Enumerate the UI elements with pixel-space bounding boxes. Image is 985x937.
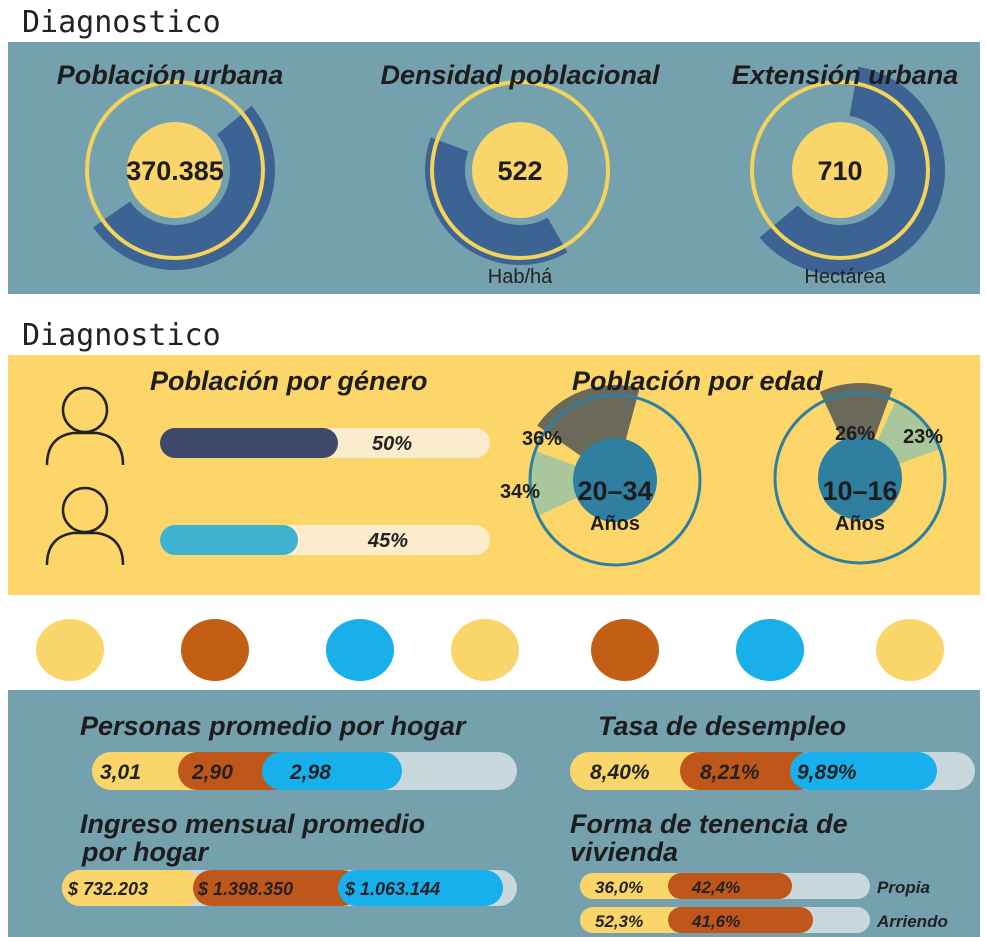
value-label: Arriendo bbox=[876, 912, 948, 931]
section-title: vivienda bbox=[570, 837, 678, 867]
section-title: Población por edad bbox=[572, 366, 823, 396]
card-title: Extensión urbana bbox=[732, 60, 959, 90]
value-label: 36,0% bbox=[595, 878, 643, 897]
section-title: Forma de tenencia de bbox=[570, 809, 848, 839]
value-label: 2,90 bbox=[191, 761, 233, 784]
share-label: 36% bbox=[522, 428, 562, 450]
age-unit: Años bbox=[590, 513, 640, 535]
bar-label: 50% bbox=[372, 433, 412, 455]
card-value: 522 bbox=[497, 156, 542, 186]
share-label: 34% bbox=[500, 481, 540, 503]
value-label: $ 1.398.350 bbox=[197, 879, 293, 899]
age-unit: Años bbox=[835, 513, 885, 535]
value-label: 9,89% bbox=[797, 761, 857, 784]
heading: Diagnostico bbox=[22, 318, 221, 353]
share-label: 26% bbox=[835, 423, 875, 445]
bar bbox=[160, 525, 298, 555]
card-value: 710 bbox=[817, 156, 862, 186]
card-unit: Hectárea bbox=[804, 266, 886, 288]
dot bbox=[591, 619, 659, 681]
value-label: 52,3% bbox=[595, 912, 643, 931]
dot bbox=[181, 619, 249, 681]
value-label: $ 732.203 bbox=[67, 879, 148, 899]
dot bbox=[326, 619, 394, 681]
value-label: Propia bbox=[877, 878, 930, 897]
section-title: Personas promedio por hogar bbox=[80, 711, 467, 741]
value-label: 2,98 bbox=[289, 761, 331, 784]
infographic: Diagnostico Población urbana Densidad po… bbox=[0, 0, 985, 937]
section-title: por hogar bbox=[81, 837, 209, 867]
value-label: 3,01 bbox=[100, 761, 141, 784]
section-title: Tasa de desempleo bbox=[598, 711, 846, 741]
card-unit: Hab/há bbox=[488, 266, 553, 288]
section-title: Población por género bbox=[150, 366, 428, 396]
age-range: 20–34 bbox=[577, 476, 652, 506]
card-title: Densidad poblacional bbox=[380, 60, 660, 90]
bar bbox=[262, 752, 402, 790]
age-range: 10–16 bbox=[822, 476, 897, 506]
dot bbox=[451, 619, 519, 681]
value-label: 42,4% bbox=[691, 878, 740, 897]
dot bbox=[876, 619, 944, 681]
value-label: 41,6% bbox=[691, 912, 740, 931]
heading: Diagnostico bbox=[22, 5, 221, 40]
dot bbox=[36, 619, 104, 681]
share-label: 23% bbox=[903, 426, 943, 448]
card-value: 370.385 bbox=[126, 156, 224, 186]
bar-label: 45% bbox=[367, 530, 408, 552]
value-label: $ 1.063.144 bbox=[344, 879, 440, 899]
bar bbox=[160, 428, 338, 458]
section-title: Ingreso mensual promedio bbox=[80, 809, 425, 839]
card-title: Población urbana bbox=[57, 60, 284, 90]
value-label: 8,40% bbox=[590, 761, 650, 784]
dot bbox=[736, 619, 804, 681]
bar bbox=[668, 907, 813, 933]
value-label: 8,21% bbox=[700, 761, 760, 784]
